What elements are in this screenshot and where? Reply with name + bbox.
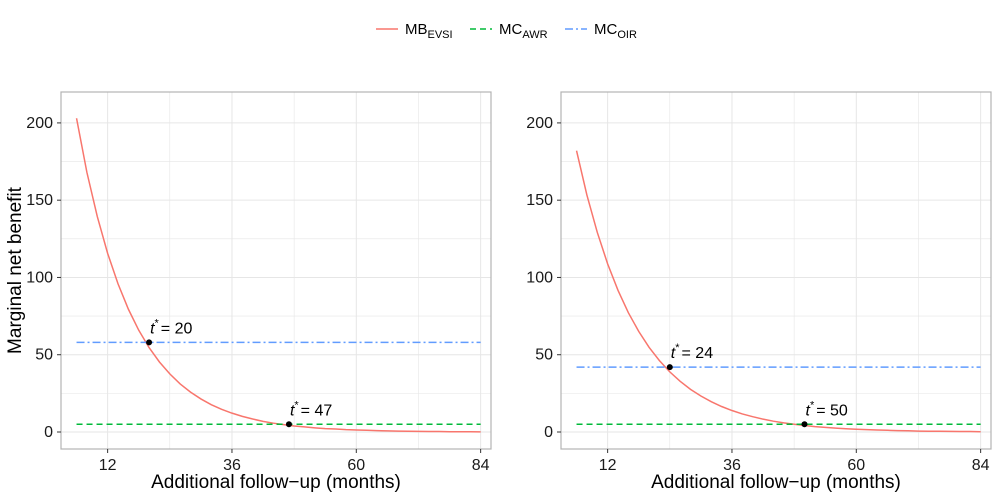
x-tick-label: 84	[472, 457, 490, 474]
x-tick-label: 36	[723, 457, 741, 474]
x-tick-label: 84	[972, 457, 990, 474]
legend-label-awr: MCAWR	[499, 21, 548, 41]
legend-label-main: MC	[499, 21, 522, 38]
panel-border	[60, 91, 492, 450]
series-line-mb	[575, 150, 981, 433]
label-symbol: t	[671, 345, 676, 362]
label-superscript: *	[810, 399, 815, 411]
x-tick-label: 12	[599, 457, 617, 474]
x-axis-title: Additional follow−up (months)	[151, 472, 401, 493]
optimal-point-label: t* = 50	[805, 399, 847, 419]
plot-area	[61, 92, 491, 449]
legend-label-main: MC	[594, 21, 617, 38]
label-value: = 50	[816, 402, 848, 419]
y-tick-label: 100	[26, 269, 53, 286]
label-superscript: *	[294, 399, 299, 411]
label-superscript: *	[675, 342, 680, 354]
y-tick-label: 50	[35, 347, 53, 364]
chart-legend: MBEVSI MCAWR MCOIR	[376, 21, 637, 41]
legend-label-sub: EVSI	[428, 29, 453, 41]
y-tick-label: 150	[526, 192, 553, 209]
optimal-point	[285, 421, 292, 428]
y-tick-label: 50	[535, 347, 553, 364]
legend-item-oir: MCOIR	[565, 21, 637, 41]
legend-item-mb: MBEVSI	[376, 21, 453, 41]
legend-label-mb: MBEVSI	[405, 21, 453, 41]
legend-item-awr: MCAWR	[470, 21, 548, 41]
y-axis-title: Marginal net benefit	[5, 186, 26, 354]
label-value: = 24	[682, 345, 714, 362]
legend-label-sub: AWR	[522, 29, 547, 41]
label-symbol: t	[805, 402, 810, 419]
legend-label-sub: OIR	[617, 29, 637, 41]
x-axis-title: Additional follow−up (months)	[651, 472, 901, 493]
label-value: = 47	[301, 402, 333, 419]
y-tick-label: 200	[26, 115, 53, 132]
optimal-point	[666, 364, 673, 371]
x-tick-label: 36	[223, 457, 241, 474]
y-tick-label: 150	[26, 192, 53, 209]
optimal-point-label: t* = 47	[290, 399, 332, 419]
label-value: = 20	[161, 320, 193, 337]
y-tick-label: 200	[526, 115, 553, 132]
plot-area	[561, 92, 991, 449]
optimal-point	[146, 339, 153, 346]
y-tick-label: 0	[544, 424, 553, 441]
y-tick-label: 0	[44, 424, 53, 441]
x-tick-label: 60	[847, 457, 865, 474]
legend-label-main: MB	[405, 21, 428, 38]
optimal-point	[801, 421, 808, 428]
grid	[561, 92, 991, 449]
label-superscript: *	[155, 317, 160, 329]
x-tick-label: 12	[99, 457, 117, 474]
x-tick-label: 60	[347, 457, 365, 474]
y-tick-label: 100	[526, 269, 553, 286]
label-symbol: t	[290, 402, 295, 419]
legend-label-oir: MCOIR	[594, 21, 637, 41]
panel-border	[560, 91, 992, 450]
optimal-point-label: t* = 24	[671, 342, 713, 362]
optimal-point-label: t* = 20	[150, 317, 192, 337]
grid	[61, 92, 491, 449]
label-symbol: t	[150, 320, 155, 337]
